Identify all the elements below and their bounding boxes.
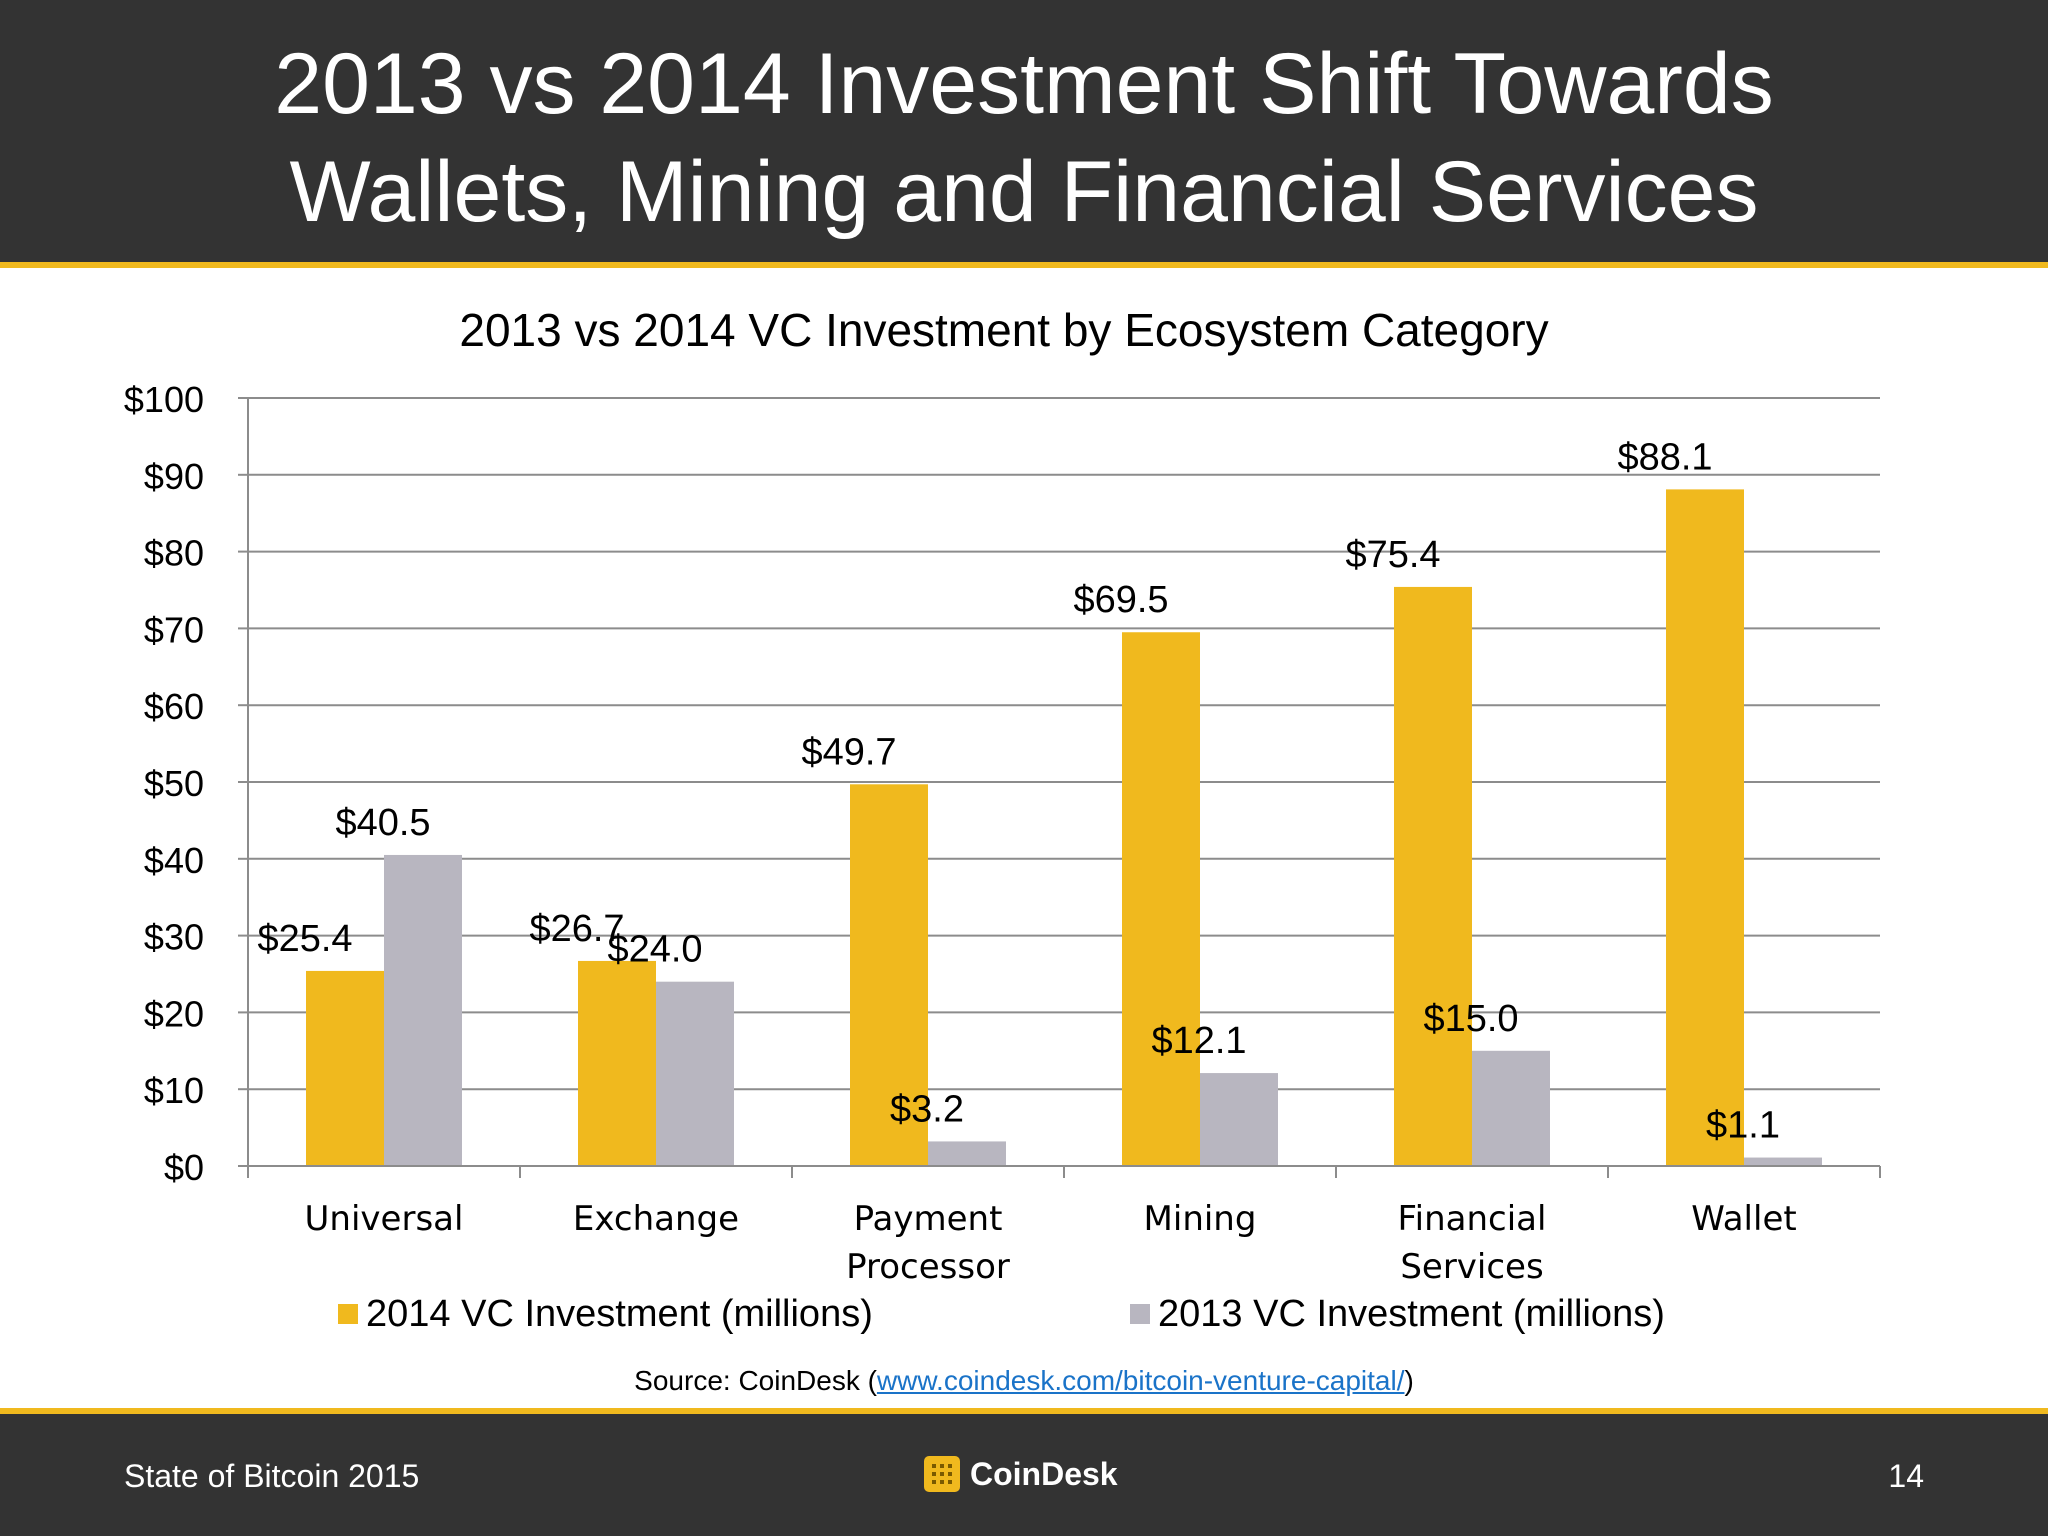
y-tick-label: $100 [124,379,204,420]
y-tick-label: $20 [144,993,204,1034]
x-tick-label: Services [1400,1247,1543,1287]
bar [850,784,928,1166]
y-tick-label: $50 [144,763,204,804]
slide-title: 2013 vs 2014 Investment Shift Towards Wa… [0,30,2048,246]
coindesk-logo-icon [924,1456,960,1492]
data-label: $88.1 [1617,436,1712,478]
bar [1472,1050,1550,1166]
x-tick-label: Wallet [1691,1199,1796,1239]
x-tick-label: Exchange [573,1199,739,1239]
x-tick-label: Payment [854,1199,1003,1239]
data-label: $15.0 [1423,998,1518,1040]
coindesk-logo: CoinDesk [924,1454,1118,1494]
y-tick-label: $70 [144,609,204,650]
y-axis-ticks: $0 $10 $20 $30 $40 $50 $60 $70 $80 $90 $100 [124,379,204,1188]
data-label: $69.5 [1073,579,1168,621]
bar [306,970,384,1166]
y-tick-label: $10 [144,1070,204,1111]
footer-accent-rule [0,1408,2048,1414]
x-tick-label: Universal [305,1199,464,1239]
data-label: $1.1 [1706,1105,1780,1147]
x-axis-tick-labels: Universal Exchange Payment Processor Mining F… [305,1199,1797,1287]
coindesk-logo-text: CoinDesk [970,1455,1118,1492]
chart-title: 2013 vs 2014 VC Investment by Ecosystem … [459,304,1548,356]
y-tick-label: $90 [144,456,204,497]
data-label: $40.5 [335,802,430,844]
y-tick-label: $40 [144,840,204,881]
footer-deck-title: State of Bitcoin 2015 [124,1458,420,1494]
data-label: $26.7 [529,908,624,950]
legend-label: 2014 VC Investment (millions) [366,1293,873,1335]
legend-swatch [338,1304,358,1324]
data-label: $25.4 [257,918,352,960]
legend-label: 2013 VC Investment (millions) [1158,1293,1665,1335]
legend-swatch [1130,1304,1150,1324]
bar [578,960,656,1166]
footer-bar: State of Bitcoin 2015 CoinDesk 14 [0,1414,2048,1536]
header-accent-rule [0,262,2048,268]
y-tick-label: $0 [164,1147,204,1188]
x-tick-label: Processor [846,1247,1010,1287]
y-tick-label: $60 [144,686,204,727]
bar [656,981,734,1166]
source-note: Source: CoinDesk (www.coindesk.com/bitco… [0,1365,2048,1397]
gridlines [238,397,1880,1167]
source-prefix: Source: CoinDesk ( [634,1365,877,1396]
data-label: $12.1 [1151,1020,1246,1062]
data-labels: $25.4 $40.5 $26.7$24.0 $49.7 $3.2 $69.5 $12.1 $… [257,436,1780,1146]
bar [1666,489,1744,1167]
bar [1122,632,1200,1166]
x-tick-label: Mining [1144,1199,1257,1239]
slide-title-line-2: Wallets, Mining and Financial Services [289,144,1759,240]
page-number: 14 [1888,1458,1924,1494]
title-bar: 2013 vs 2014 Investment Shift Towards Wa… [0,0,2048,262]
source-link[interactable]: www.coindesk.com/bitcoin-venture-capital… [876,1365,1405,1396]
data-label: $75.4 [1345,534,1440,576]
bar [1394,586,1472,1166]
y-tick-label: $30 [144,917,204,958]
bars [306,489,1822,1167]
x-tick-label: Financial [1398,1199,1547,1239]
data-label: $24.0 [607,929,702,971]
bar-chart: 2013 vs 2014 VC Investment by Ecosystem … [124,304,1881,1335]
bar [1200,1073,1278,1166]
y-tick-label: $80 [144,533,204,574]
bar [384,854,462,1166]
data-label: $3.2 [890,1088,964,1130]
slide-title-line-1: 2013 vs 2014 Investment Shift Towards [274,36,1774,132]
data-label: $49.7 [801,731,896,773]
x-axis [247,1165,1881,1178]
source-suffix: ) [1404,1365,1414,1396]
bar [1744,1157,1822,1166]
legend: 2014 VC Investment (millions) 2013 VC Inv… [338,1293,1665,1335]
bar [928,1141,1006,1166]
